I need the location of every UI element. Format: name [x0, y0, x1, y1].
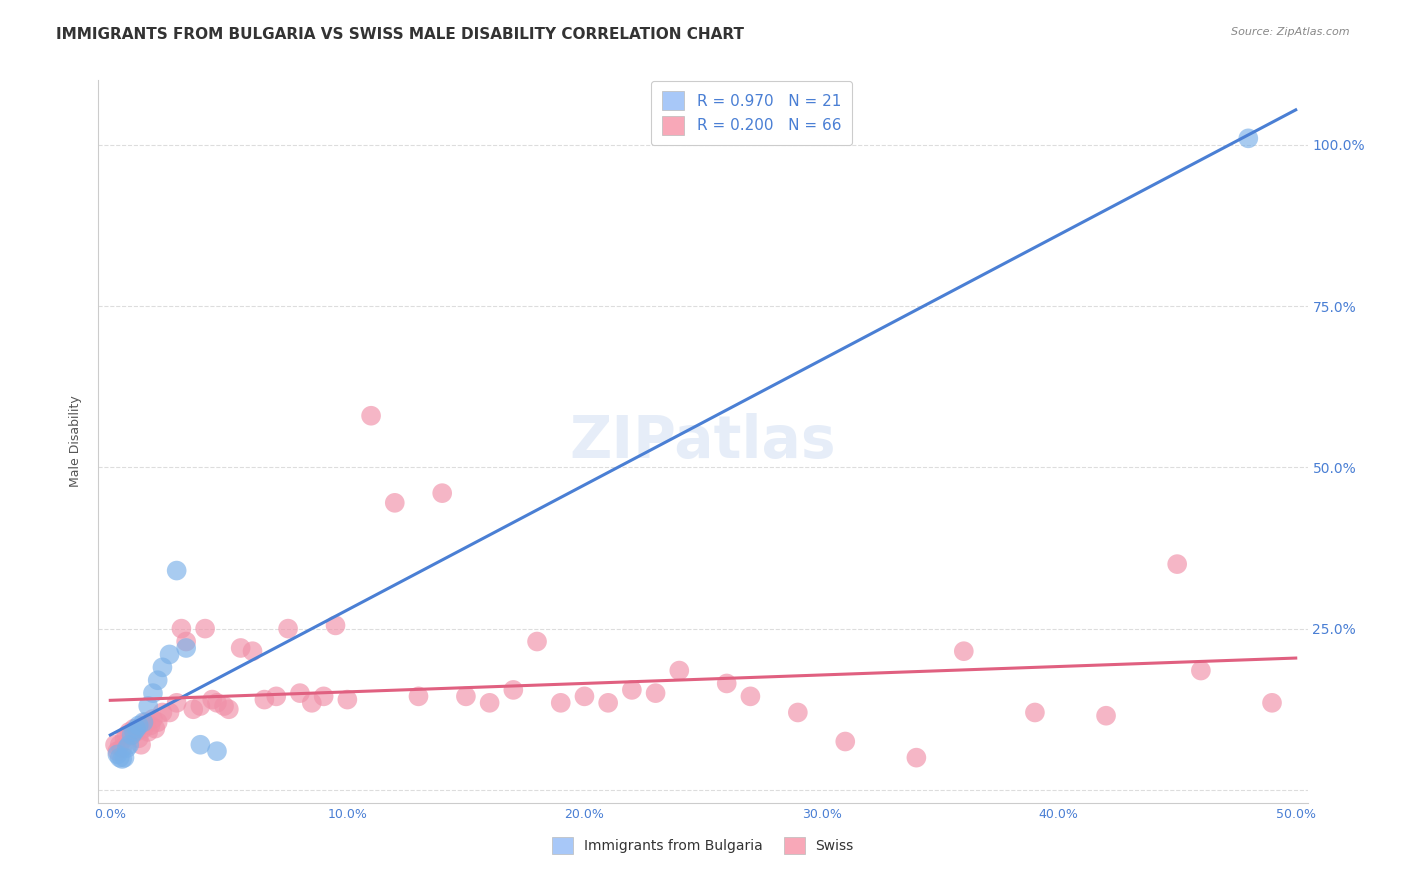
Point: [253, 692, 276, 706]
Point: [181, 702, 204, 716]
Point: [125, 724, 148, 739]
Point: [135, 715, 157, 730]
Point: [146, 715, 169, 730]
Point: [620, 682, 643, 697]
Point: [111, 741, 134, 756]
Point: [526, 634, 548, 648]
Text: IMMIGRANTS FROM BULGARIA VS SWISS MALE DISABILITY CORRELATION CHART: IMMIGRANTS FROM BULGARIA VS SWISS MALE D…: [56, 27, 744, 42]
Point: [159, 648, 181, 662]
Point: [142, 712, 165, 726]
Point: [740, 690, 762, 704]
Point: [242, 644, 264, 658]
Point: [360, 409, 382, 423]
Point: [432, 486, 454, 500]
Point: [108, 738, 131, 752]
Point: [205, 696, 228, 710]
Point: [574, 690, 596, 704]
Point: [277, 622, 299, 636]
Point: [212, 699, 235, 714]
Point: [132, 722, 155, 736]
Point: [336, 692, 359, 706]
Point: [716, 676, 738, 690]
Point: [834, 734, 856, 748]
Point: [121, 728, 143, 742]
Point: [550, 696, 572, 710]
Point: [905, 750, 928, 764]
Point: [104, 738, 127, 752]
Point: [136, 699, 159, 714]
Point: [166, 564, 188, 578]
Point: [125, 722, 148, 736]
Point: [174, 634, 197, 648]
Point: [1095, 708, 1118, 723]
Text: ZIPatlas: ZIPatlas: [569, 413, 837, 470]
Point: [190, 699, 212, 714]
Text: Source: ZipAtlas.com: Source: ZipAtlas.com: [1232, 27, 1350, 37]
Point: [152, 660, 174, 674]
Point: [454, 690, 477, 704]
Point: [952, 644, 974, 658]
Point: [122, 722, 145, 736]
Point: [478, 696, 501, 710]
Point: [786, 706, 808, 720]
Point: [129, 738, 152, 752]
Point: [668, 664, 690, 678]
Point: [114, 750, 136, 764]
Point: [301, 696, 323, 710]
Legend: Immigrants from Bulgaria, Swiss: Immigrants from Bulgaria, Swiss: [546, 830, 860, 861]
Point: [115, 728, 138, 742]
Point: [264, 690, 287, 704]
Point: [1189, 664, 1212, 678]
Point: [132, 715, 155, 730]
Point: [1024, 706, 1046, 720]
Point: [1261, 696, 1284, 710]
Point: [128, 731, 150, 746]
Point: [190, 738, 212, 752]
Point: [201, 692, 224, 706]
Point: [136, 724, 159, 739]
Point: [108, 750, 131, 764]
Point: [152, 706, 174, 720]
Point: [115, 741, 138, 756]
Point: [502, 682, 524, 697]
Point: [384, 496, 406, 510]
Point: [159, 706, 181, 720]
Point: [114, 731, 136, 746]
Point: [170, 622, 193, 636]
Point: [146, 673, 169, 688]
Point: [312, 690, 335, 704]
Point: [105, 747, 128, 762]
Point: [218, 702, 240, 716]
Point: [408, 690, 430, 704]
Point: [143, 722, 166, 736]
Point: [128, 718, 150, 732]
Point: [139, 718, 162, 732]
Point: [174, 640, 197, 655]
Point: [644, 686, 666, 700]
Point: [1166, 557, 1188, 571]
Point: [111, 752, 134, 766]
Point: [118, 724, 141, 739]
Y-axis label: Male Disability: Male Disability: [69, 396, 83, 487]
Point: [121, 728, 143, 742]
Point: [325, 618, 347, 632]
Point: [1237, 131, 1260, 145]
Point: [229, 640, 252, 655]
Point: [598, 696, 620, 710]
Point: [194, 622, 217, 636]
Point: [118, 738, 141, 752]
Point: [166, 696, 188, 710]
Point: [205, 744, 228, 758]
Point: [122, 724, 145, 739]
Point: [142, 686, 165, 700]
Point: [288, 686, 311, 700]
Point: [105, 744, 128, 758]
